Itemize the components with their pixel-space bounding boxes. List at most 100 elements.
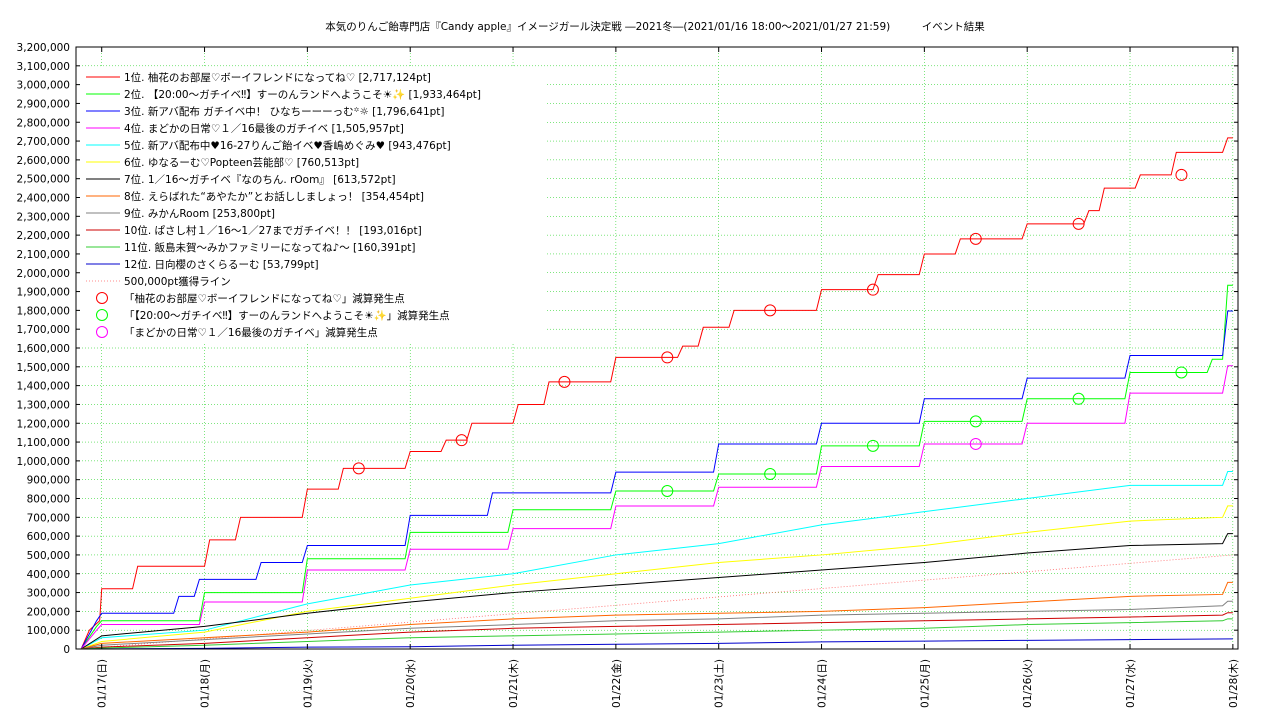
y-tick-label: 2,000,000 <box>17 268 70 280</box>
legend-label: 7位. 1／16〜ガチイベ『なのちん. rOom』 [613,572pt] <box>124 173 396 186</box>
x-axis: 01/17(日) 01/18(月) 01/19(火) 01/20(水) 01/21(木)… <box>97 47 1240 708</box>
y-tick-label: 1,300,000 <box>17 399 70 411</box>
legend-background <box>80 67 545 344</box>
series-line-10 <box>81 612 1233 650</box>
legend-label: 500,000pt獲得ライン <box>124 275 231 288</box>
legend: 1位. 柚花のお部屋♡ボーイフレンドになってね♡ [2,717,124pt] 2位… <box>80 67 545 344</box>
reduction-marker-1 <box>352 462 365 475</box>
series-line-2 <box>80 284 1233 650</box>
y-tick-label: 900,000 <box>27 475 70 487</box>
legend-label: 「まどかの日常♡１／16最後のガチイベ」減算発生点 <box>124 326 378 339</box>
x-tick-label: 01/25(月) <box>919 659 931 708</box>
series-line-8 <box>81 581 1233 650</box>
reduction-marker-2 <box>969 415 982 428</box>
reference-line <box>81 554 1233 650</box>
x-tick-label: 01/18(月) <box>200 659 212 708</box>
x-tick-label: 01/23(土) <box>713 659 726 708</box>
x-tick-label: 01/27(水) <box>1125 659 1137 708</box>
legend-label: 5位. 新アバ配布中♥16-27りんご飴イベ♥香嶋めぐみ♥ [943,476pt… <box>124 139 451 152</box>
x-tick-label: 01/17(日) <box>97 659 109 708</box>
y-axis: 0 100,000 200,000 300,000 400,000 500,000 600,… <box>17 42 1238 656</box>
x-tick-label: 01/20(水) <box>405 659 417 708</box>
reduction-marker-3 <box>969 437 982 450</box>
series-line-1 <box>80 137 1233 650</box>
y-tick-label: 1,600,000 <box>17 343 70 355</box>
marker-layer <box>352 168 1188 497</box>
reduction-marker-1 <box>661 351 674 364</box>
grid <box>76 47 1238 649</box>
legend-label: 1位. 柚花のお部屋♡ボーイフレンドになってね♡ [2,717,124pt] <box>124 71 431 84</box>
reduction-marker-1 <box>558 375 571 388</box>
y-tick-label: 0 <box>63 644 70 656</box>
legend-label: 6位. ゆなるーむ♡Popteen芸能部♡ [760,513pt] <box>124 156 359 169</box>
y-tick-label: 200,000 <box>27 606 70 618</box>
legend-label: 4位. まどかの日常♡１／16最後のガチイベ [1,505,957pt] <box>124 122 404 135</box>
y-tick-label: 2,300,000 <box>17 211 70 223</box>
x-tick-label: 01/24(日) <box>817 659 829 708</box>
legend-label: 12位. 日向櫻のさくらるーむ [53,799pt] <box>124 258 319 271</box>
y-tick-label: 1,500,000 <box>17 362 70 374</box>
y-tick-label: 2,500,000 <box>17 174 70 186</box>
y-tick-label: 1,700,000 <box>17 324 70 336</box>
reduction-marker-1 <box>455 434 468 447</box>
x-tick-label: 01/19(火) <box>302 659 314 708</box>
series-line-4 <box>80 365 1233 650</box>
legend-marker <box>96 326 108 338</box>
y-tick-label: 2,200,000 <box>17 230 70 242</box>
reduction-marker-1 <box>969 232 982 245</box>
reduction-marker-1 <box>764 304 777 317</box>
series-line-12 <box>81 638 1233 650</box>
legend-label: 「【20:00〜ガチイベ‼︎】すーのんランドへようこそ☀︎✨」減算発生点 <box>124 309 450 322</box>
reduction-marker-2 <box>764 468 777 481</box>
chart-title: 本気のりんご飴専門店『Candy apple』イメージガール決定戦 ―2021冬… <box>325 21 985 33</box>
y-tick-label: 2,700,000 <box>17 136 70 148</box>
y-tick-label: 1,000,000 <box>17 456 70 468</box>
x-tick-label: 01/26(火) <box>1022 659 1034 708</box>
y-tick-label: 2,100,000 <box>17 249 70 261</box>
x-tick-label: 01/28(木) <box>1228 659 1240 708</box>
legend-marker <box>96 292 108 304</box>
reduction-marker-1 <box>1175 168 1188 181</box>
y-tick-label: 400,000 <box>27 569 70 581</box>
series-line-9 <box>81 600 1233 650</box>
y-tick-label: 1,100,000 <box>17 437 70 449</box>
y-tick-label: 1,800,000 <box>17 305 70 317</box>
y-tick-label: 1,900,000 <box>17 287 70 299</box>
reduction-marker-1 <box>866 283 879 296</box>
y-tick-label: 700,000 <box>27 512 70 524</box>
series-line-6 <box>80 505 1233 650</box>
y-tick-label: 2,400,000 <box>17 193 70 205</box>
series-line-7 <box>80 533 1233 650</box>
reduction-marker-2 <box>661 484 674 497</box>
y-tick-label: 300,000 <box>27 588 70 600</box>
y-tick-label: 2,900,000 <box>17 98 70 110</box>
series-line-11 <box>81 618 1233 650</box>
legend-label: 「柚花のお部屋♡ボーイフレンドになってね♡」減算発生点 <box>124 292 405 305</box>
series-line-3 <box>80 310 1233 650</box>
legend-label: 9位. みかんRoom [253,800pt] <box>124 207 275 220</box>
reduction-marker-1 <box>1072 217 1085 230</box>
legend-label: 11位. 飯島未賀〜みかファミリーになってね♪〜 [160,391pt] <box>124 241 415 254</box>
legend-label: 8位. えらばれた“あやたか”とお話ししましょっ！ [354,454pt] <box>124 190 424 203</box>
y-tick-label: 2,800,000 <box>17 117 70 129</box>
y-tick-label: 500,000 <box>27 550 70 562</box>
reduction-marker-2 <box>1175 366 1188 379</box>
y-tick-label: 2,600,000 <box>17 155 70 167</box>
legend-label: 3位. 新アバ配布 ガチイベ中！ ひなちーーーっむ꙳☼ [1,796,641pt… <box>124 105 445 118</box>
x-tick-label: 01/21(木) <box>508 659 520 708</box>
legend-label: 10位. ぱさし村１／16〜1／27までガチイベ！！ [193,016pt] <box>124 224 422 237</box>
y-tick-label: 3,200,000 <box>17 42 70 54</box>
x-tick-label: 01/22(金) <box>610 659 623 708</box>
reference-line-layer <box>81 554 1233 650</box>
series-layer <box>80 137 1233 650</box>
reduction-marker-2 <box>1072 392 1085 405</box>
legend-marker <box>96 309 108 321</box>
y-tick-label: 1,400,000 <box>17 381 70 393</box>
series-line-5 <box>80 471 1233 650</box>
legend-label: 2位. 【20:00〜ガチイベ‼︎】すーのんランドへようこそ☀︎✨ [1,933… <box>124 88 481 101</box>
reduction-marker-2 <box>866 439 879 452</box>
y-tick-label: 800,000 <box>27 494 70 506</box>
y-tick-label: 600,000 <box>27 531 70 543</box>
y-tick-label: 3,100,000 <box>17 61 70 73</box>
